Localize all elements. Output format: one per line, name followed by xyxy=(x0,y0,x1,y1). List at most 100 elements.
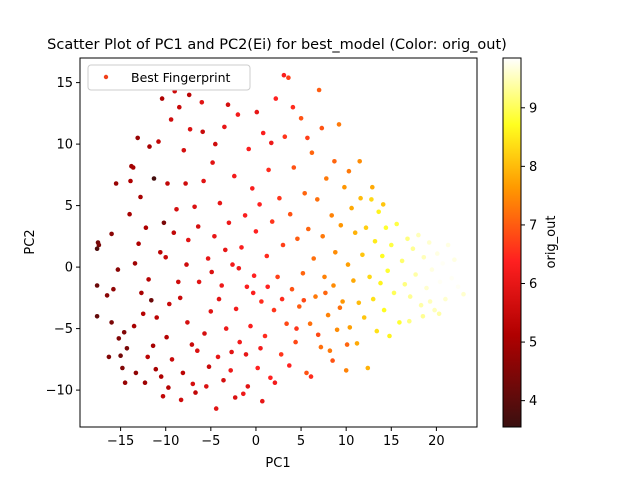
data-point xyxy=(391,290,397,296)
data-point xyxy=(215,354,221,360)
data-point xyxy=(365,365,371,371)
data-point xyxy=(201,178,206,184)
data-point xyxy=(336,122,342,127)
data-point xyxy=(158,374,164,379)
x-tick-label: 15 xyxy=(383,434,400,449)
data-point xyxy=(354,341,360,346)
data-point xyxy=(282,134,288,139)
data-point xyxy=(304,370,309,376)
data-point xyxy=(383,225,389,230)
colorbar-ticks: 4 5 6 7 8 9 xyxy=(521,101,537,409)
data-point xyxy=(226,220,232,226)
data-point xyxy=(122,380,128,386)
data-point xyxy=(273,96,279,101)
data-point xyxy=(244,284,250,290)
x-tick-label: 20 xyxy=(428,434,445,449)
data-point xyxy=(260,130,266,136)
data-point xyxy=(121,330,127,335)
data-point xyxy=(116,336,122,341)
data-point xyxy=(361,315,367,320)
data-point xyxy=(323,290,328,296)
data-point xyxy=(147,144,152,149)
data-point xyxy=(228,368,233,373)
data-point xyxy=(165,181,170,186)
data-point xyxy=(168,117,174,122)
data-point xyxy=(104,293,110,298)
y-tick-label: −10 xyxy=(46,384,73,399)
data-point xyxy=(363,225,369,230)
data-point xyxy=(258,346,263,351)
chart-title: Scatter Plot of PC1 and PC2(Ei) for best… xyxy=(47,37,507,53)
data-point xyxy=(420,314,426,319)
data-point xyxy=(278,352,284,357)
x-axis: −15 −10 −5 0 5 10 15 20 xyxy=(107,427,445,449)
data-point xyxy=(242,213,248,218)
data-point xyxy=(309,150,315,155)
data-point xyxy=(183,181,188,186)
data-point xyxy=(271,307,277,313)
data-point xyxy=(199,100,205,105)
data-point xyxy=(394,221,400,227)
data-point xyxy=(369,197,374,202)
points-layer xyxy=(94,72,466,411)
data-point xyxy=(329,213,335,218)
data-point xyxy=(133,370,139,376)
data-point xyxy=(340,299,345,304)
data-point xyxy=(250,186,255,191)
data-point xyxy=(268,375,273,381)
data-point xyxy=(235,112,241,117)
data-point xyxy=(416,232,421,238)
data-point xyxy=(210,160,215,165)
y-tick-label: 5 xyxy=(65,199,73,214)
colorbar xyxy=(502,57,522,428)
data-point xyxy=(213,406,219,411)
data-point xyxy=(332,159,337,164)
data-point xyxy=(445,242,451,248)
data-point xyxy=(232,395,238,400)
data-point xyxy=(269,219,275,224)
data-point xyxy=(280,242,286,248)
y-axis: −10 −5 0 5 10 15 xyxy=(46,76,80,399)
data-point xyxy=(171,230,177,235)
data-point xyxy=(192,204,197,210)
data-point xyxy=(333,250,338,255)
data-point xyxy=(248,323,253,329)
data-point xyxy=(113,181,119,186)
data-point xyxy=(174,207,179,212)
data-point xyxy=(343,368,349,373)
data-point xyxy=(387,333,392,339)
data-point xyxy=(225,102,231,107)
data-point xyxy=(330,358,335,363)
data-point xyxy=(385,268,391,274)
data-point xyxy=(455,284,461,290)
y-tick-label: −5 xyxy=(54,322,73,337)
data-point xyxy=(156,139,161,144)
data-point xyxy=(344,342,350,347)
legend-frame xyxy=(87,64,251,91)
data-point xyxy=(163,254,168,260)
data-point xyxy=(131,323,137,329)
data-point xyxy=(281,72,287,78)
data-point xyxy=(342,184,347,190)
data-point xyxy=(380,202,386,207)
data-point xyxy=(347,325,353,330)
data-point xyxy=(297,304,302,309)
data-point xyxy=(272,380,278,386)
data-point xyxy=(311,256,317,261)
data-point xyxy=(257,202,262,207)
data-point xyxy=(159,96,165,101)
data-point xyxy=(217,200,223,206)
data-point xyxy=(222,124,227,130)
data-point xyxy=(233,306,239,312)
colorbar-tick-label: 4 xyxy=(529,394,537,409)
data-point xyxy=(374,328,380,334)
legend-label: Best Fingerprint xyxy=(131,70,231,85)
x-tick-label: 5 xyxy=(297,434,305,449)
data-point xyxy=(146,277,151,282)
data-point xyxy=(337,305,343,311)
data-point xyxy=(130,165,136,170)
data-point xyxy=(158,250,163,255)
data-point xyxy=(352,230,358,235)
data-point xyxy=(322,274,327,280)
